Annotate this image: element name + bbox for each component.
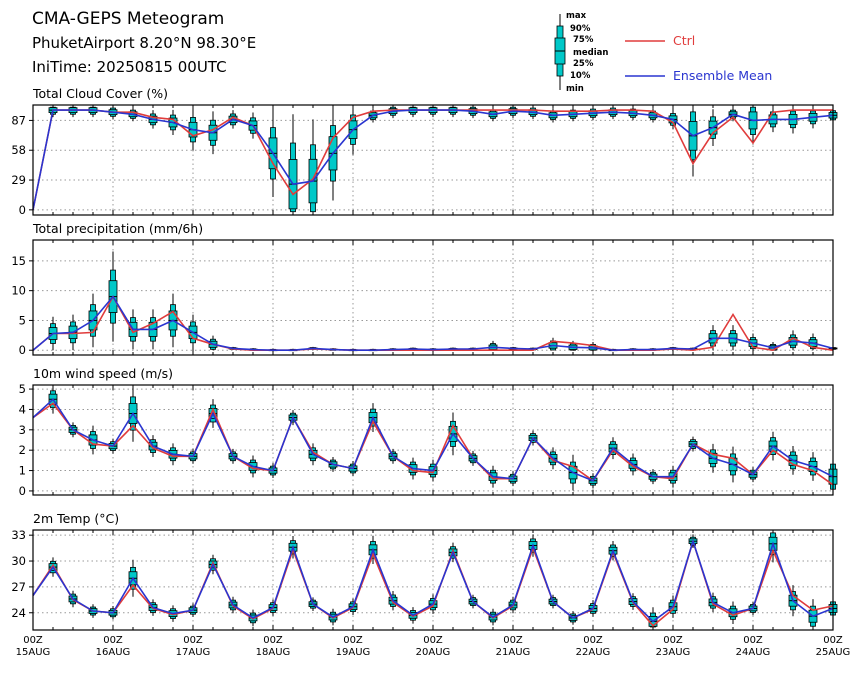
xtick-label-hour: 00Z xyxy=(743,635,763,646)
panel-frame xyxy=(32,384,834,496)
legend-box-label: 75% xyxy=(573,35,594,45)
xtick-label-hour: 00Z xyxy=(823,635,843,646)
legend-box-label: 25% xyxy=(573,59,594,69)
xtick-label-date: 17AUG xyxy=(176,647,211,658)
ensemble-mean-line xyxy=(32,295,834,352)
xtick-label-date: 23AUG xyxy=(656,647,691,658)
box-24 xyxy=(508,106,518,119)
xtick-label-date: 19AUG xyxy=(336,647,371,658)
ytick-label: 0 xyxy=(19,343,26,357)
xtick-label-hour: 00Z xyxy=(103,635,123,646)
ytick-label: 27 xyxy=(11,580,26,594)
ytick-label: 10 xyxy=(11,284,26,298)
box-33 xyxy=(688,107,698,177)
box-18 xyxy=(388,106,398,119)
ytick-label: 1 xyxy=(19,464,26,478)
ytick-label: 15 xyxy=(11,254,26,268)
xtick-label-date: 21AUG xyxy=(496,647,531,658)
xtick-label-date: 18AUG xyxy=(256,647,291,658)
box-14 xyxy=(308,119,318,213)
xtick-label-hour: 00Z xyxy=(23,635,43,646)
ytick-label: 0 xyxy=(19,203,26,217)
xtick-label-date: 20AUG xyxy=(416,647,451,658)
time-axis: 00Z15AUG00Z16AUG00Z17AUG00Z18AUG00Z19AUG… xyxy=(16,635,851,658)
ytick-label: 29 xyxy=(11,173,26,187)
panel-frame xyxy=(32,529,834,631)
legend-box-label: median xyxy=(573,48,608,58)
xtick-label-hour: 00Z xyxy=(423,635,443,646)
xtick-label-date: 25AUG xyxy=(816,647,851,658)
panels: Total Cloud Cover (%) 0 29 58 87 Total precip… xyxy=(11,86,838,631)
legend-box-label: min xyxy=(566,84,584,94)
box-13 xyxy=(288,114,298,213)
panel-1: Total precipitation (mm/6h) 0 5 10 15 xyxy=(11,221,838,357)
ytick-label: 2 xyxy=(19,443,26,457)
panel-2: 10m wind speed (m/s) 0 1 2 3 4 5 xyxy=(19,366,838,498)
panel-title: 10m wind speed (m/s) xyxy=(33,366,173,381)
box-23 xyxy=(488,340,498,351)
panel-frame xyxy=(32,104,834,216)
legend-box-label: 90% xyxy=(570,24,591,34)
ensemble-mean-line xyxy=(32,398,834,482)
ytick-label: 5 xyxy=(19,382,26,396)
xtick-label-date: 22AUG xyxy=(576,647,611,658)
panel-3: 2m Temp (°C) 24 27 30 33 xyxy=(11,511,838,631)
ctrl-line xyxy=(32,402,834,486)
box-22 xyxy=(468,106,478,119)
box-29 xyxy=(608,107,618,120)
box-21 xyxy=(448,106,458,118)
xtick-label-date: 15AUG xyxy=(16,647,51,658)
ytick-label: 33 xyxy=(11,528,26,542)
ytick-label: 87 xyxy=(11,113,26,127)
xtick-label-date: 16AUG xyxy=(96,647,131,658)
ytick-label: 5 xyxy=(19,313,26,327)
xtick-label-hour: 00Z xyxy=(663,635,683,646)
box-20 xyxy=(428,106,438,118)
box-2 xyxy=(68,106,78,118)
ytick-label: 30 xyxy=(11,554,26,568)
legend-box-label: 10% xyxy=(570,71,591,81)
xtick-label-hour: 00Z xyxy=(263,635,283,646)
ensemble-mean-line xyxy=(32,538,834,623)
box-19 xyxy=(408,106,418,118)
chart-title: CMA-GEPS Meteogram xyxy=(32,9,224,29)
box-26 xyxy=(548,337,558,351)
panel-title: 2m Temp (°C) xyxy=(33,511,119,526)
xtick-label-hour: 00Z xyxy=(583,635,603,646)
panel-0: Total Cloud Cover (%) 0 29 58 87 xyxy=(11,86,838,217)
init-time-label: IniTime: 20250815 00UTC xyxy=(32,58,227,76)
xtick-label-date: 24AUG xyxy=(736,647,771,658)
ensemble-mean-line xyxy=(32,109,834,211)
ytick-label: 0 xyxy=(19,484,26,498)
panel-title: Total Cloud Cover (%) xyxy=(32,86,168,101)
legend-line-label-1: Ensemble Mean xyxy=(673,68,772,83)
station-label: PhuketAirport 8.20°N 98.30°E xyxy=(32,34,256,52)
panel-title: Total precipitation (mm/6h) xyxy=(32,221,203,236)
legend-box-label: max xyxy=(566,11,587,21)
legend-line-label-0: Ctrl xyxy=(673,33,695,48)
ytick-label: 3 xyxy=(19,423,26,437)
ytick-label: 4 xyxy=(19,402,26,416)
xtick-label-hour: 00Z xyxy=(343,635,363,646)
panel-frame xyxy=(32,239,834,356)
ytick-label: 58 xyxy=(11,143,26,157)
xtick-label-hour: 00Z xyxy=(503,635,523,646)
xtick-label-hour: 00Z xyxy=(183,635,203,646)
box-3 xyxy=(88,106,98,118)
ytick-label: 24 xyxy=(11,606,26,620)
